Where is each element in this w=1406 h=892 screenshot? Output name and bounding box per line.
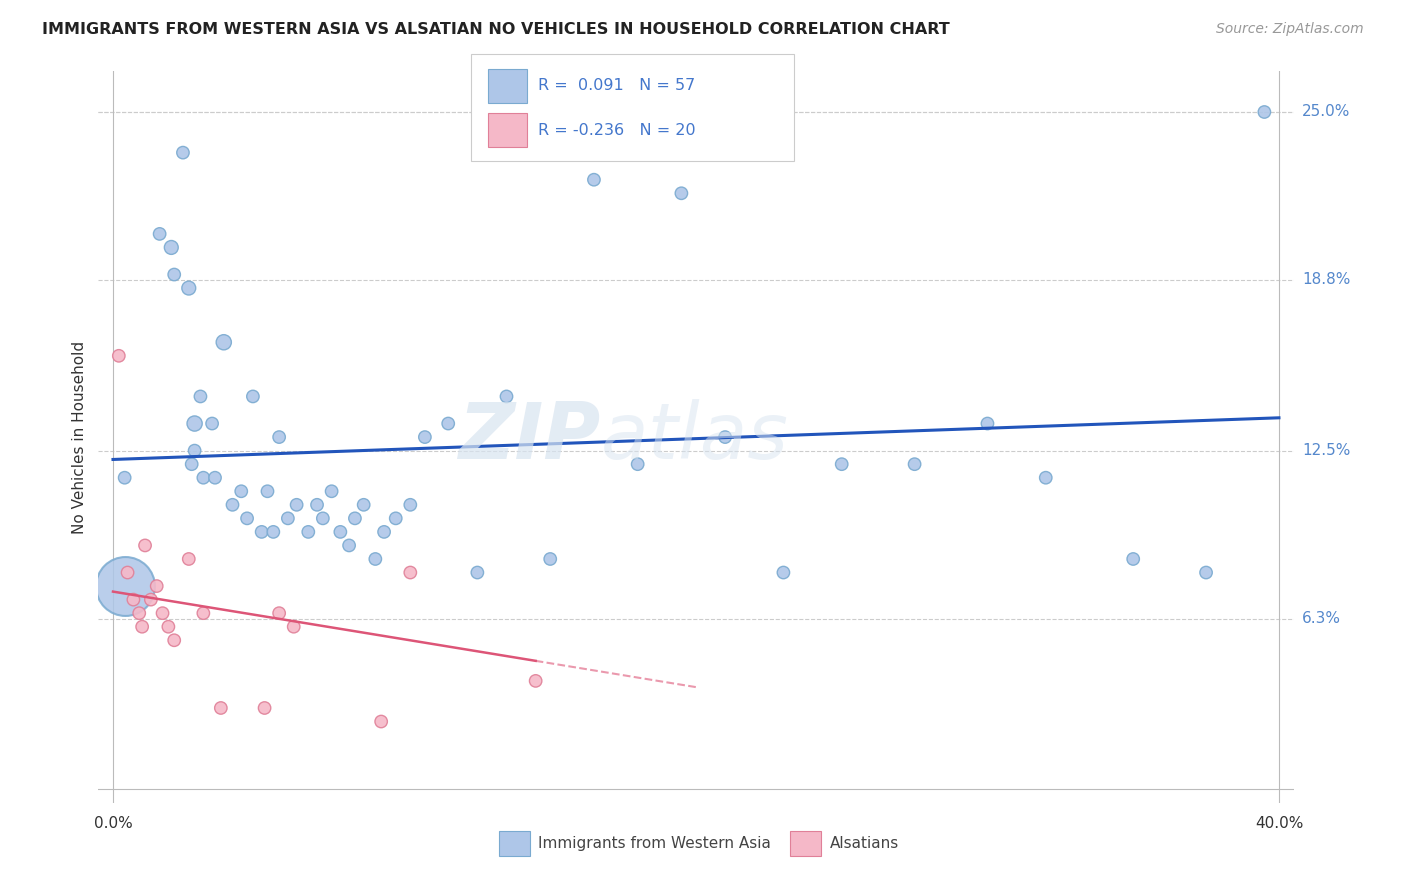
Text: R = -0.236   N = 20: R = -0.236 N = 20	[538, 123, 696, 137]
Point	[343, 511, 366, 525]
Point	[373, 524, 395, 539]
Point	[250, 524, 273, 539]
Text: 18.8%: 18.8%	[1302, 272, 1351, 287]
Point	[1195, 566, 1218, 580]
Point	[437, 417, 460, 431]
Point	[1035, 471, 1057, 485]
Point	[269, 430, 291, 444]
Point	[177, 281, 200, 295]
Point	[236, 511, 259, 525]
Point	[122, 592, 145, 607]
Point	[538, 552, 561, 566]
Point	[231, 484, 253, 499]
Point	[772, 566, 794, 580]
Point	[183, 443, 205, 458]
Point	[370, 714, 392, 729]
Text: ZIP: ZIP	[458, 399, 600, 475]
Point	[329, 524, 352, 539]
Point	[180, 457, 202, 471]
Point	[1122, 552, 1144, 566]
Text: 40.0%: 40.0%	[1254, 816, 1303, 831]
Point	[114, 579, 136, 593]
Point	[312, 511, 335, 525]
Point	[152, 606, 174, 620]
Point	[831, 457, 853, 471]
Point	[399, 498, 422, 512]
Text: Source: ZipAtlas.com: Source: ZipAtlas.com	[1216, 22, 1364, 37]
Point	[305, 498, 328, 512]
Point	[256, 484, 278, 499]
Text: 12.5%: 12.5%	[1302, 443, 1351, 458]
Point	[160, 240, 183, 254]
Text: Immigrants from Western Asia: Immigrants from Western Asia	[538, 837, 772, 851]
Text: 25.0%: 25.0%	[1302, 104, 1351, 120]
Point	[209, 701, 232, 715]
Point	[671, 186, 693, 201]
Point	[337, 538, 360, 552]
Point	[297, 524, 319, 539]
Point	[582, 172, 605, 186]
Text: Alsatians: Alsatians	[830, 837, 898, 851]
Point	[364, 552, 387, 566]
Text: 6.3%: 6.3%	[1302, 611, 1341, 626]
Point	[114, 471, 136, 485]
Point	[384, 511, 406, 525]
Point	[399, 566, 422, 580]
Text: atlas: atlas	[600, 399, 789, 475]
Point	[145, 579, 167, 593]
Point	[204, 471, 226, 485]
Point	[976, 417, 998, 431]
Point	[627, 457, 650, 471]
Point	[128, 606, 150, 620]
Y-axis label: No Vehicles in Household: No Vehicles in Household	[72, 341, 87, 533]
Point	[285, 498, 308, 512]
Point	[201, 417, 224, 431]
Point	[117, 566, 139, 580]
Point	[193, 471, 215, 485]
Text: IMMIGRANTS FROM WESTERN ASIA VS ALSATIAN NO VEHICLES IN HOUSEHOLD CORRELATION CH: IMMIGRANTS FROM WESTERN ASIA VS ALSATIAN…	[42, 22, 950, 37]
Text: R =  0.091   N = 57: R = 0.091 N = 57	[538, 78, 696, 93]
Point	[524, 673, 547, 688]
Point	[253, 701, 276, 715]
Point	[177, 552, 200, 566]
Point	[221, 498, 243, 512]
Point	[183, 417, 205, 431]
Text: 0.0%: 0.0%	[94, 816, 132, 831]
Point	[163, 633, 186, 648]
Point	[321, 484, 343, 499]
Point	[467, 566, 489, 580]
Point	[277, 511, 299, 525]
Point	[212, 335, 235, 350]
Point	[269, 606, 291, 620]
Point	[283, 620, 305, 634]
Point	[131, 620, 153, 634]
Point	[353, 498, 375, 512]
Point	[108, 349, 131, 363]
Point	[495, 389, 517, 403]
Point	[149, 227, 172, 241]
Point	[262, 524, 284, 539]
Point	[714, 430, 737, 444]
Point	[190, 389, 212, 403]
Point	[163, 268, 186, 282]
Point	[413, 430, 436, 444]
Point	[172, 145, 194, 160]
Point	[134, 538, 156, 552]
Point	[242, 389, 264, 403]
Point	[903, 457, 925, 471]
Point	[139, 592, 162, 607]
Point	[193, 606, 215, 620]
Point	[1253, 105, 1275, 120]
Point	[157, 620, 180, 634]
